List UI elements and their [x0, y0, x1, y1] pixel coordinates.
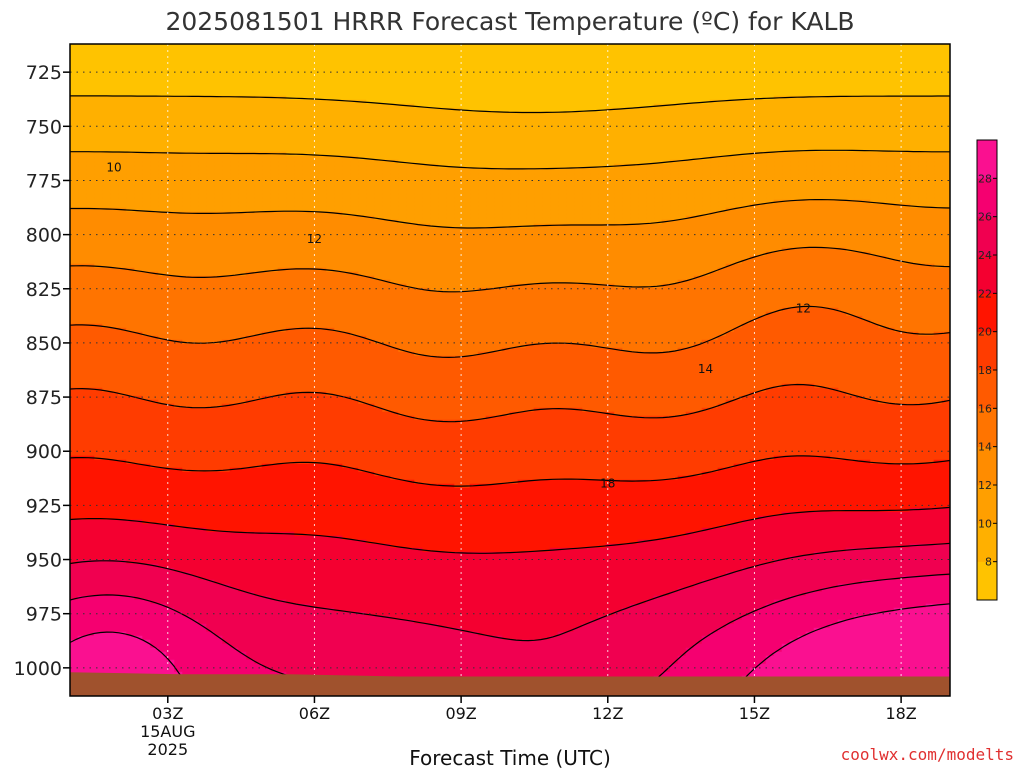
isotherm-12 — [70, 199, 950, 229]
temperature-band — [70, 507, 950, 641]
y-tick-label: 850 — [26, 333, 62, 355]
x-tick-date: 15AUG — [140, 722, 195, 741]
plot-frame — [69, 43, 951, 697]
colorbar-tick-label: 14 — [978, 441, 992, 454]
x-tick-label: 12Z — [592, 704, 623, 723]
colorbar-tick-label: 24 — [978, 249, 992, 262]
colorbar-tick-label: 26 — [978, 211, 992, 224]
colorbar-tick-label: 28 — [978, 172, 992, 185]
x-tick-label: 06Z — [299, 704, 330, 723]
colorbar-tick-label: 18 — [978, 364, 992, 377]
isotherm-24 — [70, 542, 950, 642]
isotherm-8 — [70, 95, 950, 114]
grid-lines — [70, 44, 950, 696]
colorbar-tick-label: 20 — [978, 326, 992, 339]
colorbar-tick-label: 22 — [978, 287, 992, 300]
isotherm-20 — [70, 455, 950, 487]
isotherm-14 — [70, 246, 950, 293]
x-tick-year: 2025 — [147, 740, 188, 759]
credit-link[interactable]: coolwx.com/modelts — [841, 745, 1014, 764]
colorbar: 8 10 12 14 16 18 20 22 24 26 28 — [976, 139, 998, 601]
chart-title: 2025081501 HRRR Forecast Temperature (ºC… — [165, 7, 854, 36]
y-tick-label: 900 — [26, 441, 62, 463]
x-axis-label: Forecast Time (UTC) — [409, 746, 611, 768]
colorbar-tick-label: 8 — [985, 556, 992, 569]
y-tick-label: 775 — [26, 170, 62, 192]
isotherm-10 — [70, 149, 950, 170]
isotherm-label: 12 — [796, 301, 811, 315]
isotherm-28 — [70, 603, 950, 695]
y-tick-label: 950 — [26, 550, 62, 572]
y-tick-label: 975 — [26, 604, 62, 626]
y-tick-label: 750 — [26, 116, 62, 138]
pressure-axis: 725 750 775 800 825 850 875 900 925 950 975 1000 — [14, 62, 70, 680]
y-tick-label: 875 — [26, 387, 62, 409]
temperature-band — [70, 199, 950, 293]
isotherm-label: 10 — [106, 160, 121, 174]
y-tick-label: 1000 — [14, 658, 62, 680]
x-tick-label: 03Z — [152, 704, 183, 723]
ground-surface — [70, 672, 950, 696]
isotherm-16 — [70, 305, 950, 359]
isotherm-label: 12 — [307, 232, 322, 246]
y-tick-label: 725 — [26, 62, 62, 84]
temperature-band — [70, 95, 950, 169]
y-tick-label: 825 — [26, 279, 62, 301]
x-tick-label: 09Z — [445, 704, 476, 723]
y-tick-label: 800 — [26, 225, 62, 247]
colorbar-tick-label: 12 — [978, 479, 992, 492]
plot-area: 10 12 12 14 18 — [70, 44, 950, 696]
colorbar-tick-label: 10 — [978, 517, 992, 530]
x-tick-label: 18Z — [885, 704, 916, 723]
x-tick-label: 15Z — [739, 704, 770, 723]
isotherm-label: 18 — [600, 477, 615, 491]
isotherm-labels: 10 12 12 14 18 — [106, 160, 811, 490]
temperature-bands — [70, 44, 950, 696]
y-tick-label: 925 — [26, 495, 62, 517]
isotherm-label: 14 — [698, 362, 713, 376]
colorbar-tick-label: 16 — [978, 402, 992, 415]
isotherm-18 — [70, 383, 950, 423]
temperature-band — [70, 383, 950, 489]
isotherm-22 — [70, 506, 950, 554]
